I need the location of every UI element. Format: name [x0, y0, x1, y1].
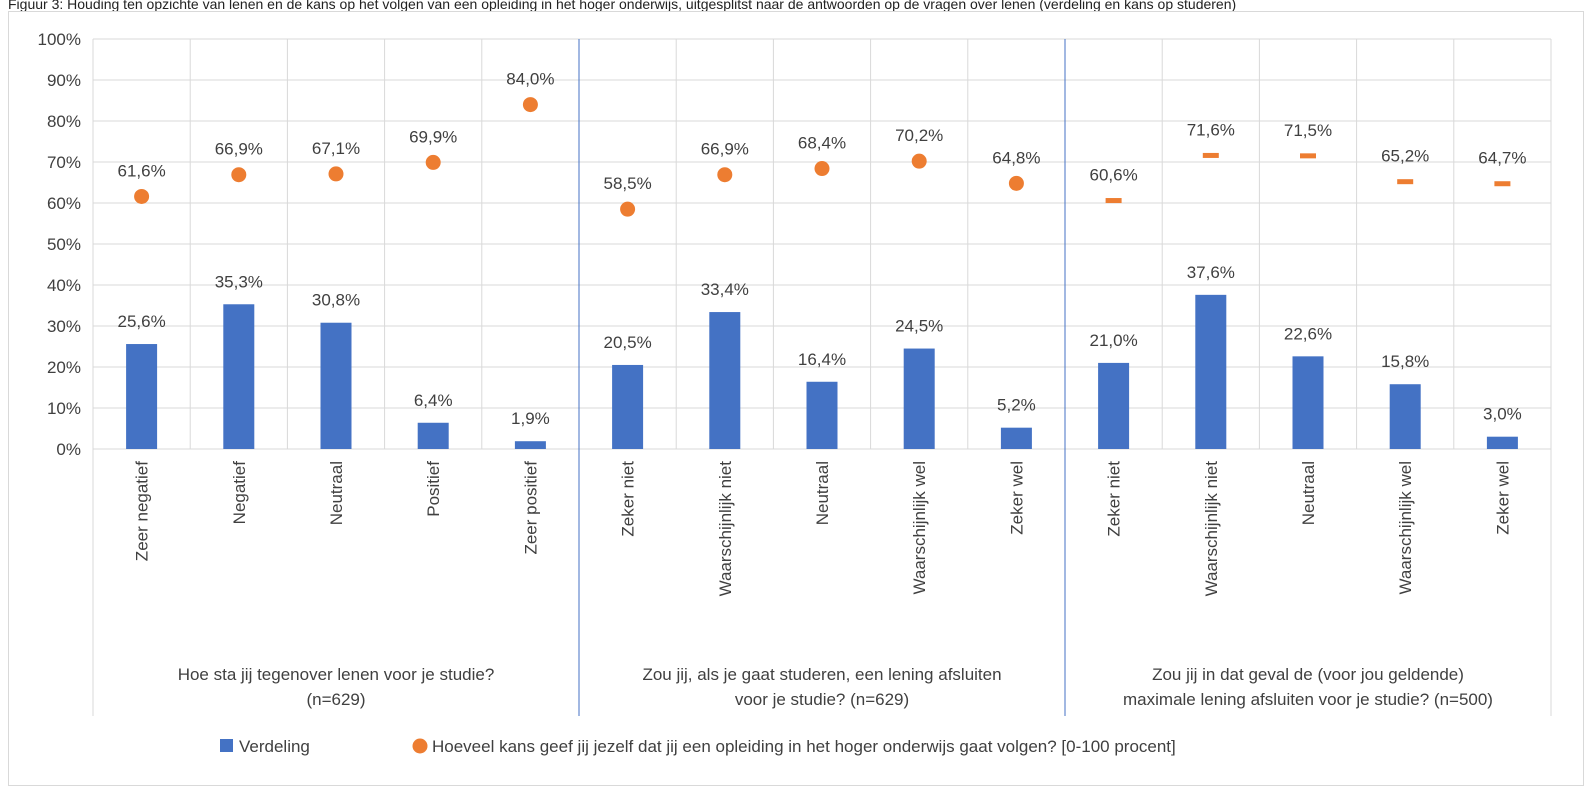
kans-marker — [911, 153, 927, 169]
kans-marker — [1202, 152, 1219, 158]
y-tick-label: 30% — [47, 317, 81, 336]
y-tick-label: 60% — [47, 194, 81, 213]
bar-data-label: 25,6% — [117, 312, 165, 331]
category-label: Neutraal — [1299, 461, 1318, 525]
bar-data-label: 22,6% — [1284, 324, 1332, 343]
kans-data-label: 66,9% — [215, 140, 263, 159]
bar-data-label: 20,5% — [603, 333, 651, 352]
category-label: Waarschijnlijk niet — [1202, 461, 1221, 597]
bar-data-label: 21,0% — [1089, 331, 1137, 350]
group-label-line2: (n=629) — [306, 690, 365, 709]
legend-label-kans: Hoeveel kans geef jij jezelf dat jij een… — [432, 737, 1176, 756]
group-label-line2: maximale lening afsluiten voor je studie… — [1123, 690, 1493, 709]
bar-verdeling — [612, 364, 644, 449]
category-label: Neutraal — [327, 461, 346, 525]
bar-data-label: 33,4% — [701, 280, 749, 299]
category-label: Negatief — [230, 461, 249, 525]
kans-data-label: 68,4% — [798, 134, 846, 153]
bar-verdeling — [903, 348, 935, 449]
legend-swatch-verdeling — [220, 739, 233, 752]
kans-marker — [814, 161, 830, 177]
kans-data-label: 70,2% — [895, 126, 943, 145]
kans-data-label: 64,8% — [992, 148, 1040, 167]
figure-caption: Figuur 3: Houding ten opzichte van lenen… — [8, 0, 1237, 12]
bar-data-label: 5,2% — [997, 396, 1036, 415]
category-label: Positief — [424, 461, 443, 517]
kans-data-label: 84,0% — [506, 70, 554, 89]
bar-verdeling — [223, 304, 255, 449]
kans-marker — [1494, 181, 1511, 187]
category-label: Zeer negatief — [133, 461, 152, 561]
kans-data-label: 61,6% — [117, 161, 165, 180]
y-tick-label: 100% — [38, 30, 81, 49]
kans-data-label: 65,2% — [1381, 147, 1429, 166]
bar-marker-chart: 0% 10% 20% 30% 40% 50% 60% 70% 80% 90% 100% 25,6% 61… — [38, 30, 1552, 756]
kans-data-label: 64,7% — [1478, 149, 1526, 168]
bar-verdeling — [1486, 436, 1518, 449]
category-label: Waarschijnlijk wel — [1396, 461, 1415, 595]
kans-marker — [134, 188, 150, 204]
y-tick-label: 40% — [47, 276, 81, 295]
kans-data-label: 60,6% — [1089, 166, 1137, 185]
category-label: Zeker wel — [1493, 461, 1512, 535]
bar-data-label: 1,9% — [511, 409, 550, 428]
bar-data-label: 16,4% — [798, 350, 846, 369]
bar-verdeling — [1389, 384, 1421, 449]
kans-data-label: 69,9% — [409, 127, 457, 146]
kans-marker — [1008, 175, 1024, 191]
kans-marker — [1397, 179, 1414, 185]
group-label-line2: voor je studie? (n=629) — [735, 690, 909, 709]
bar-verdeling — [806, 381, 838, 449]
bar-data-label: 24,5% — [895, 317, 943, 336]
category-label: Waarschijnlijk niet — [716, 461, 735, 597]
legend-label-verdeling: Verdeling — [239, 737, 310, 756]
bar-verdeling — [709, 312, 741, 449]
bar-data-label: 6,4% — [414, 391, 453, 410]
kans-marker — [1105, 198, 1122, 204]
category-label: Waarschijnlijk wel — [910, 461, 929, 595]
kans-data-label: 58,5% — [603, 174, 651, 193]
category-label: Neutraal — [813, 461, 832, 525]
bar-verdeling — [126, 344, 158, 449]
kans-marker — [620, 201, 636, 217]
bar-verdeling — [1098, 362, 1130, 449]
kans-marker — [328, 166, 344, 182]
y-tick-label: 50% — [47, 235, 81, 254]
bar-data-label: 15,8% — [1381, 352, 1429, 371]
y-tick-label: 80% — [47, 112, 81, 131]
category-label: Zeer positief — [521, 461, 540, 555]
kans-marker — [425, 154, 441, 170]
y-tick-label: 90% — [47, 71, 81, 90]
y-tick-label: 10% — [47, 399, 81, 418]
bar-verdeling — [1292, 356, 1324, 449]
category-label: Zeker niet — [1105, 461, 1124, 537]
y-tick-label: 70% — [47, 153, 81, 172]
bar-verdeling — [1000, 427, 1032, 449]
bar-data-label: 3,0% — [1483, 405, 1522, 424]
bar-verdeling — [320, 322, 352, 449]
group-label-line1: Zou jij, als je gaat studeren, een lenin… — [642, 665, 1001, 684]
kans-marker — [231, 167, 247, 183]
group-label-line1: Hoe sta jij tegenover lenen voor je stud… — [178, 665, 495, 684]
bar-verdeling — [417, 422, 449, 449]
kans-data-label: 71,6% — [1187, 120, 1235, 139]
group-label-line1: Zou jij in dat geval de (voor jou gelden… — [1152, 665, 1464, 684]
kans-data-label: 66,9% — [701, 140, 749, 159]
category-label: Zeker niet — [619, 461, 638, 537]
bar-data-label: 37,6% — [1187, 263, 1235, 282]
kans-data-label: 67,1% — [312, 139, 360, 158]
kans-marker — [522, 97, 538, 113]
bar-verdeling — [1195, 294, 1227, 449]
category-label: Zeker wel — [1007, 461, 1026, 535]
bar-data-label: 30,8% — [312, 291, 360, 310]
chart-area: 0% 10% 20% 30% 40% 50% 60% 70% 80% 90% 100% 25,6% 61… — [8, 11, 1584, 786]
bar-verdeling — [514, 441, 546, 449]
kans-marker — [1300, 153, 1316, 159]
y-tick-label: 0% — [56, 440, 81, 459]
kans-marker — [717, 167, 733, 183]
legend-swatch-kans — [412, 738, 428, 754]
kans-data-label: 71,5% — [1284, 121, 1332, 140]
y-tick-label: 20% — [47, 358, 81, 377]
bar-data-label: 35,3% — [215, 272, 263, 291]
